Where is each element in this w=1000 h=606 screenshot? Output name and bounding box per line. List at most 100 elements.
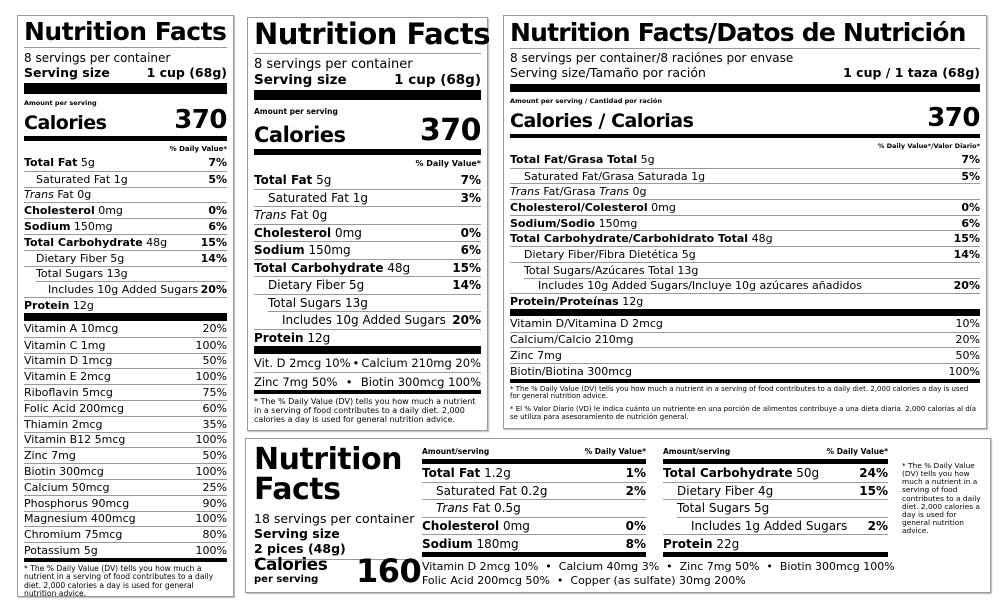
daily-value: 6%	[460, 243, 481, 258]
footnote: * The % Daily Value (DV) tells you how m…	[902, 461, 981, 536]
nutrient-name: Cholesterol 0mg	[422, 519, 530, 533]
nutrient-name: Sodium 150mg	[254, 243, 351, 257]
nutrient-name-part: Cholesterol	[254, 225, 332, 240]
nutrient-row: Trans Fat 0g	[24, 186, 227, 203]
label-title: Nutrition Facts	[24, 17, 227, 48]
vitamin-daily-value: 20%	[955, 333, 980, 347]
daily-value: 20%	[200, 283, 227, 297]
vitamin-name: Thiamin 2mcg	[24, 417, 103, 431]
nutrient-name: Total Carbohydrate 48g	[24, 236, 167, 249]
nutrient-name: Trans Fat 0g	[254, 208, 327, 222]
nutrient-name: Total Fat 5g	[254, 173, 331, 187]
nutrient-name-part: 22g	[712, 536, 740, 551]
daily-value: 0%	[460, 225, 481, 240]
footnote: * The % Daily Value (DV) tells you how m…	[24, 563, 214, 598]
daily-value: 5%	[208, 172, 227, 186]
nutrient-row: Saturated Fat 1g 5%	[24, 170, 227, 187]
label-title: Nutrition Facts/Datos de Nutrición	[510, 18, 980, 49]
vitamin-row: Biotin/Biotina 300mcg 100%	[510, 362, 980, 379]
vitamin-row: Vitamin D/Vitamina D 2mcg 10%	[510, 316, 980, 332]
calories-label: Calories	[254, 123, 346, 147]
daily-value: 0%	[961, 200, 980, 214]
vitamin-row: Zinc 7mg 50% • Biotin 300mcg 100%	[254, 372, 481, 390]
daily-value: 15%	[953, 232, 980, 246]
nutrient-row: Dietary Fiber/Fibra Dietética 5g 14%	[510, 246, 980, 262]
serving-size-row: Serving size 1 cup (68g)	[254, 72, 481, 88]
nutrient-row: Cholesterol/Colesterol 0mg 0%	[510, 199, 980, 215]
nutrient-name: Total Sugars 13g	[254, 296, 368, 310]
vitamin-row: Vitamin A 10mcg 20%	[24, 321, 227, 337]
thick-divider	[24, 312, 227, 321]
nutrient-list: Total Carbohydrate 50g 24% Dietary Fiber 4…	[663, 464, 888, 552]
vitamin-list: Vitamin D/Vitamina D 2mcg 10% Calcium/Calc…	[510, 316, 980, 379]
nutrient-row: Cholesterol 0mg 0%	[24, 202, 227, 218]
nutrient-row: Total Carbohydrate/Carbohidrato Total 48…	[510, 230, 980, 246]
nutrient-name-part: Fat/Grasa	[539, 185, 600, 199]
dv-header: % Daily Value*	[584, 447, 646, 456]
calories-label-block: Calories per serving	[254, 557, 328, 586]
daily-value: 2%	[867, 519, 888, 534]
calories-label: Calories / Calorias	[510, 110, 694, 132]
label-title: Nutrition Facts	[254, 20, 490, 54]
servings-per-container: 8 servings per container	[254, 57, 413, 72]
thick-divider	[254, 346, 481, 354]
nutrient-name: Protein 22g	[663, 537, 739, 551]
nutrient-row: Saturated Fat/Grasa Saturada 1g 5%	[510, 167, 980, 184]
vitamin-list: Vitamin A 10mcg 20% Vitamin C 1mg 100% Vitam…	[24, 321, 227, 558]
vitamin-name: Zinc 7mg	[510, 349, 562, 363]
amount-per-serving: Amount per serving	[254, 107, 338, 116]
nutrient-name-part: Trans	[254, 208, 287, 223]
nutrient-name: Protein 12g	[254, 331, 330, 345]
nutrient-name: Protein 12g	[24, 299, 94, 312]
nutrient-name-part: 0mg	[94, 204, 123, 218]
nutrient-row: Total Sugars 13g	[24, 265, 227, 282]
nutrient-row: Total Fat 5g 7%	[24, 155, 227, 171]
vitamin-row: Chromium 75mcg 80%	[24, 526, 227, 542]
nutrient-name-part: Fat 0g	[53, 188, 92, 202]
nutrient-name: Total Fat/Grasa Total 5g	[510, 153, 655, 166]
daily-value: 0%	[208, 204, 227, 218]
vitamin-name: Biotin/Biotina 300mcg	[510, 364, 633, 378]
nutrient-row: Total Sugars 5g	[663, 499, 888, 517]
vitamin-line: Vitamin D 2mcg 10% • Calcium 40mg 3% • Z…	[422, 560, 895, 573]
nutrient-name-part: Total Fat	[254, 172, 313, 187]
nutrient-name: Sodium/Sodio 150mg	[510, 217, 637, 230]
nutrient-name-part: Trans	[510, 185, 540, 199]
vitamin-name: Vitamin B12 5mcg	[24, 433, 126, 447]
footnote-english: * The % Daily Value (DV) tells you how m…	[510, 384, 969, 401]
footnote: * The % Daily Value (DV) tells you how m…	[254, 397, 476, 424]
nutrient-name: Includes 1g Added Sugars	[677, 519, 847, 533]
vitamin-line: Folic Acid 200mcg 50% • Copper (as sulfa…	[422, 574, 746, 587]
vitamin-daily-value: 100%	[195, 512, 227, 526]
medium-divider	[510, 378, 980, 383]
vitamin-daily-value: 100%	[195, 338, 227, 352]
nutrient-row: Total Carbohydrate 50g 24%	[663, 464, 888, 482]
nutrient-column-1: Amount/serving % Daily Value* Total Fat 1…	[422, 447, 646, 557]
column-header: Amount/serving % Daily Value*	[422, 447, 646, 456]
vitamin-name: Vitamin D/Vitamina D 2mcg	[510, 317, 663, 331]
nutrient-name-part: Sodium	[24, 220, 71, 234]
serving-size-label: Serving size/Tamaño por ración	[510, 65, 706, 80]
vitamin-row: Vit. D 2mcg 10% • Calcium 210mg 20%	[254, 354, 481, 372]
title-block: Nutrition Facts 18 servings per containe…	[254, 445, 414, 560]
nutrient-row: Dietary Fiber 4g 15%	[663, 481, 888, 500]
nutrient-row: Protein/Proteínas 12g	[510, 293, 980, 309]
vitamin-daily-value: 50%	[202, 449, 227, 463]
nutrient-name: Total Sugars 5g	[663, 501, 769, 515]
nutrient-name: Trans Fat 0g	[24, 188, 91, 201]
nutrient-name-part: Saturated Fat 1g	[36, 172, 128, 186]
nutrient-name-part: Dietary Fiber 4g	[677, 483, 774, 498]
nutrient-list: Total Fat 1.2g 1% Saturated Fat 0.2g 2% Tran…	[422, 464, 646, 552]
serving-size-value: 1 cup / 1 taza (68g)	[843, 65, 980, 80]
nutrient-name-part: 150mg	[70, 220, 113, 234]
nutrient-name-part: Cholesterol/Colesterol	[510, 200, 648, 214]
nutrient-row: Total Sugars/Azúcares Total 13g	[510, 261, 980, 278]
nutrient-name-part: 1.2g	[480, 465, 511, 480]
vitamin-row: Thiamin 2mcg 35%	[24, 415, 227, 432]
servings-per-container: 8 servings per container/8 raciónes por …	[510, 51, 794, 65]
nutrient-name: Cholesterol/Colesterol 0mg	[510, 201, 676, 214]
nutrient-name: Saturated Fat 1g	[24, 173, 128, 186]
amount-per-serving: Amount per serving	[24, 99, 97, 107]
nutrient-name-part: Fat 0.5g	[468, 501, 521, 516]
medium-divider	[422, 459, 646, 464]
